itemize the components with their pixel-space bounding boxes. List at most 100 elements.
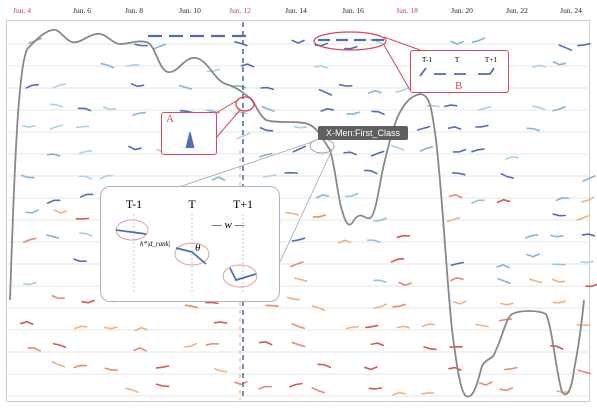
rank-glyph[interactable] [205,301,219,305]
rank-glyph[interactable] [448,366,462,371]
rank-glyph[interactable] [211,176,226,181]
rank-glyph[interactable] [532,105,546,111]
rank-glyph[interactable] [317,363,332,369]
rank-glyph[interactable] [371,110,385,116]
rank-glyph[interactable] [577,369,592,375]
rank-glyph[interactable] [22,237,37,244]
rank-glyph[interactable] [291,39,305,44]
rank-glyph[interactable] [343,45,358,50]
rank-glyph[interactable] [155,365,170,369]
rank-glyph[interactable] [453,300,467,305]
rank-glyph[interactable] [25,83,40,89]
rank-glyph[interactable] [447,125,462,130]
rank-glyph[interactable] [471,148,485,153]
movie-rank-track[interactable] [9,28,585,398]
rank-glyph[interactable] [496,263,510,269]
rank-glyph[interactable] [125,63,140,67]
rank-glyph[interactable] [368,387,383,390]
rank-glyph[interactable] [75,125,90,129]
rank-glyph[interactable] [27,347,41,352]
rank-glyph[interactable] [78,149,93,155]
rank-glyph[interactable] [367,89,382,94]
rank-glyph[interactable] [585,283,597,288]
rank-glyph[interactable] [426,104,440,108]
rank-glyph[interactable] [311,386,325,394]
rank-glyph[interactable] [452,148,467,153]
rank-glyph[interactable] [311,305,326,312]
rank-glyph[interactable] [421,323,436,328]
rank-glyph[interactable] [258,341,273,346]
rank-glyph[interactable] [23,281,37,286]
rank-glyph[interactable] [373,303,388,309]
rank-glyph[interactable] [49,103,64,108]
rank-glyph[interactable] [392,303,406,308]
rank-glyph[interactable] [78,175,93,180]
rank-glyph[interactable] [233,111,248,115]
rank-glyph[interactable] [260,86,275,91]
rank-glyph[interactable] [74,325,88,330]
rank-glyph[interactable] [446,216,461,223]
rank-glyph[interactable] [291,237,306,242]
rank-glyph[interactable] [558,44,573,51]
rank-glyph[interactable] [576,214,590,221]
rank-glyph[interactable] [77,107,92,112]
rank-glyph[interactable] [25,209,39,214]
rank-glyph[interactable] [419,146,434,152]
rank-glyph[interactable] [451,172,466,176]
rank-glyph[interactable] [206,68,221,73]
rank-glyph[interactable] [318,88,333,96]
rank-glyph[interactable] [125,387,139,393]
rank-glyph[interactable] [49,124,64,130]
rank-glyph[interactable] [450,276,464,282]
rank-glyph[interactable] [504,366,518,371]
rank-glyph[interactable] [555,197,570,202]
rank-glyph[interactable] [73,258,87,263]
rank-glyph[interactable] [396,234,411,239]
rank-glyph[interactable] [552,105,566,112]
rank-glyph[interactable] [79,193,94,198]
rank-glyph[interactable] [155,383,170,388]
rank-glyph[interactable] [128,145,142,151]
rank-glyph[interactable] [532,64,547,68]
rank-glyph[interactable] [314,64,328,69]
rank-glyph[interactable] [81,299,95,304]
rank-glyph[interactable] [475,323,489,328]
rank-glyph[interactable] [234,380,248,386]
rank-glyph[interactable] [265,304,279,308]
rank-glyph[interactable] [290,261,304,268]
rank-glyph[interactable] [373,279,387,283]
rank-glyph[interactable] [99,174,114,180]
rank-glyph[interactable] [73,364,88,369]
rank-glyph[interactable] [500,173,515,179]
rank-glyph[interactable] [526,127,540,132]
rank-glyph[interactable] [320,107,335,112]
rank-glyph[interactable] [293,125,308,129]
rank-glyph[interactable] [450,40,464,46]
rank-glyph[interactable] [133,347,147,352]
rank-glyph[interactable] [20,320,34,326]
rank-glyph[interactable] [373,217,388,222]
rank-glyph[interactable] [46,153,61,157]
rank-glyph[interactable] [363,169,378,175]
rank-glyph[interactable] [130,83,145,88]
rank-glyph[interactable] [581,196,595,203]
rank-glyph[interactable] [478,381,493,386]
rank-glyph[interactable] [448,193,463,199]
rank-glyph[interactable] [312,214,327,218]
rank-glyph[interactable] [234,41,248,47]
rank-glyph[interactable] [102,106,117,111]
rank-glyph[interactable] [500,302,514,306]
rank-glyph[interactable] [261,105,275,112]
rank-glyph[interactable] [343,151,357,156]
rank-glyph[interactable] [52,342,67,349]
rank-glyph[interactable] [526,253,540,258]
rank-glyph[interactable] [286,296,301,301]
rank-glyph[interactable] [552,61,567,66]
rank-glyph[interactable] [499,387,514,392]
callout-b-ellipse[interactable] [313,31,387,51]
rank-glyph[interactable] [524,234,539,239]
rank-glyph[interactable] [240,63,255,68]
rank-glyph[interactable] [345,325,360,330]
rank-glyph[interactable] [450,261,465,267]
rank-glyph[interactable] [550,234,564,238]
